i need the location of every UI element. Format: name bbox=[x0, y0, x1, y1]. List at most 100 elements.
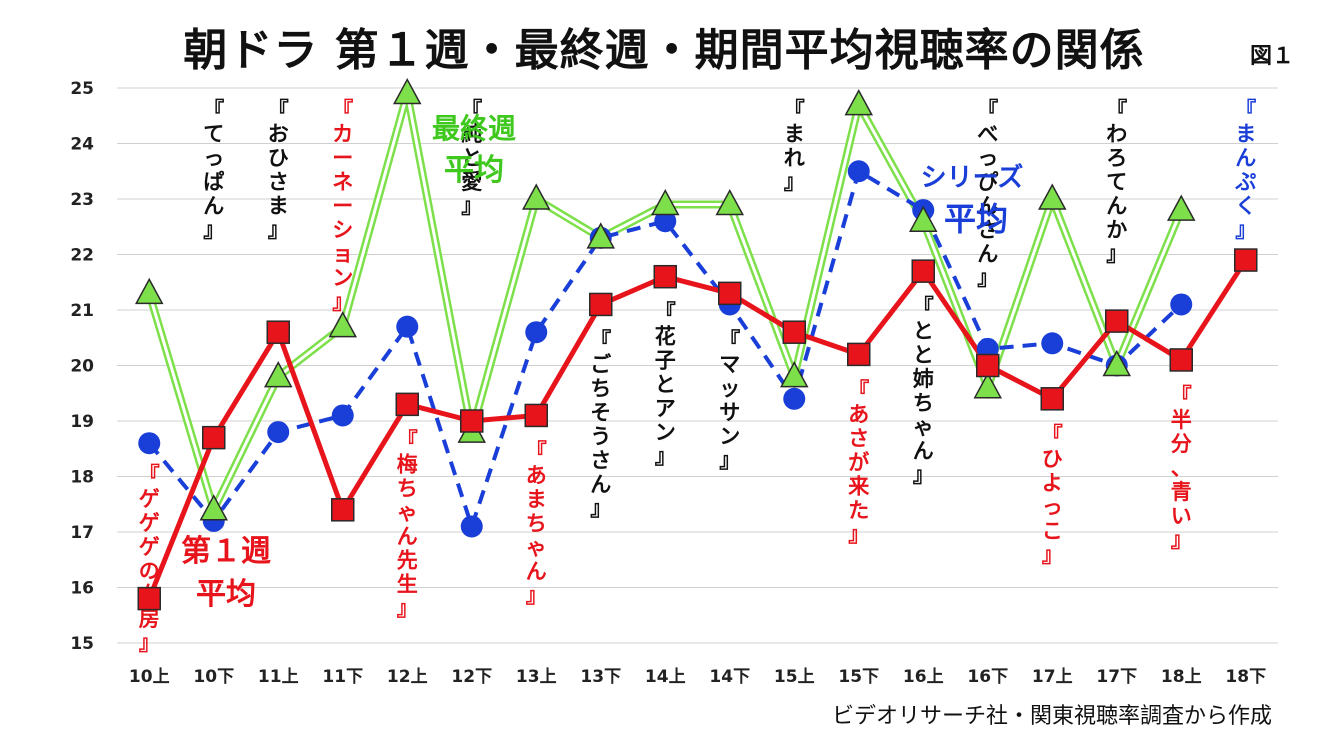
point-final-week bbox=[1102, 349, 1132, 377]
annotation-series-avg-1: シリーズ bbox=[921, 162, 1024, 193]
x-tick-label: 18下 bbox=[1225, 667, 1266, 687]
x-tick-label: 14下 bbox=[709, 667, 750, 687]
point-final-week bbox=[521, 183, 551, 210]
point-first-week bbox=[653, 264, 677, 289]
point-first-week bbox=[1040, 387, 1064, 411]
series-line-first-week bbox=[146, 258, 1248, 600]
point-series-avg bbox=[138, 432, 161, 455]
point-final-week bbox=[844, 89, 874, 116]
point-final-week bbox=[715, 188, 745, 216]
point-first-week bbox=[1169, 348, 1193, 372]
x-tick-label: 17下 bbox=[1096, 667, 1137, 687]
y-tick-label: 25 bbox=[70, 79, 94, 99]
x-tick-label: 15下 bbox=[838, 667, 879, 687]
point-final-week bbox=[392, 77, 422, 105]
x-tick-label: 17上 bbox=[1032, 667, 1073, 687]
y-tick-label: 22 bbox=[70, 246, 94, 266]
point-series-avg bbox=[1041, 332, 1064, 355]
drama-title: 『梅ちゃん先生』 bbox=[397, 428, 418, 620]
point-series-avg bbox=[331, 404, 354, 427]
point-first-week bbox=[331, 498, 355, 522]
y-tick-label: 21 bbox=[70, 301, 94, 321]
annotation-first-week-2: 平均 bbox=[196, 577, 256, 612]
point-series-avg bbox=[460, 515, 483, 538]
point-final-week bbox=[973, 372, 1003, 399]
point-series-avg bbox=[267, 421, 290, 444]
point-first-week bbox=[202, 425, 226, 450]
series-markers bbox=[134, 77, 1258, 611]
y-tick-label: 17 bbox=[70, 523, 94, 543]
annotation-series-avg-2: 平均 bbox=[944, 200, 1008, 238]
drama-title: 『あまちゃん』 bbox=[526, 439, 547, 607]
point-final-week bbox=[263, 361, 293, 388]
y-tick-label: 18 bbox=[70, 468, 94, 488]
x-tick-label: 16下 bbox=[967, 667, 1008, 687]
drama-title: 『ひよっこ』 bbox=[1042, 423, 1063, 567]
point-first-week bbox=[1234, 248, 1258, 272]
series-annotations: 第１週 平均 最終週 平均 シリーズ 平均 bbox=[181, 112, 1023, 612]
point-final-week bbox=[199, 494, 229, 521]
drama-title: 『てっぱん』 bbox=[203, 98, 224, 242]
series-line-series-avg bbox=[147, 168, 1183, 533]
y-tick-label: 16 bbox=[70, 579, 94, 599]
drama-title: 『ごちそうさん』 bbox=[590, 328, 611, 520]
drama-title: 『花子とアン』 bbox=[655, 301, 676, 469]
x-tick-label: 11上 bbox=[258, 667, 299, 687]
point-first-week bbox=[524, 403, 548, 428]
point-final-week bbox=[586, 222, 616, 249]
drama-title: 『とと姉ちゃん』 bbox=[913, 295, 934, 487]
point-first-week bbox=[460, 409, 484, 433]
drama-title: 『半分、青い』 bbox=[1171, 384, 1192, 552]
drama-titles: 『ゲゲゲの女房』 『てっぱん』 『おひさま』 『カーネーション』『梅ちゃん先生』 『純と… bbox=[139, 98, 1257, 655]
point-first-week bbox=[911, 259, 935, 283]
series-lines bbox=[145, 92, 1248, 600]
point-series-avg bbox=[525, 321, 548, 344]
x-tick-label: 14上 bbox=[645, 667, 686, 687]
x-tick-label: 10上 bbox=[129, 667, 170, 687]
point-first-week bbox=[976, 353, 1000, 378]
chart-title: 朝ドラ 第１週・最終週・期間平均視聴率の関係 bbox=[183, 25, 1145, 76]
source-note: ビデオリサーチ社・関東視聴率調査から作成 bbox=[831, 704, 1272, 729]
y-tick-label: 24 bbox=[70, 135, 94, 155]
x-tick-label: 11下 bbox=[322, 667, 363, 687]
x-tick-label: 10下 bbox=[193, 667, 234, 687]
point-series-avg bbox=[396, 315, 419, 338]
point-first-week bbox=[782, 320, 806, 344]
drama-title: 『カーネーション』 bbox=[332, 98, 353, 314]
point-first-week bbox=[395, 392, 419, 417]
annotation-final-week-1: 最終週 bbox=[432, 112, 516, 145]
y-tick-label: 23 bbox=[70, 190, 94, 210]
annotation-final-week-2: 平均 bbox=[444, 153, 504, 188]
point-first-week bbox=[589, 292, 613, 317]
y-tick-label: 15 bbox=[70, 634, 94, 654]
point-final-week bbox=[908, 205, 938, 232]
point-series-avg bbox=[1170, 293, 1193, 316]
drama-title: 『まれ』 bbox=[784, 98, 805, 194]
drama-title: 『あさが来た』 bbox=[848, 378, 870, 546]
drama-title: 『純と愛』 bbox=[461, 98, 482, 218]
point-series-avg bbox=[654, 210, 677, 233]
x-tick-label: 16上 bbox=[903, 667, 944, 687]
point-final-week bbox=[779, 361, 809, 388]
point-first-week bbox=[266, 320, 290, 344]
y-tick-label: 20 bbox=[70, 357, 94, 377]
point-series-avg bbox=[783, 387, 806, 410]
drama-title: 『おひさま』 bbox=[268, 98, 289, 242]
x-tick-label: 15上 bbox=[774, 667, 815, 687]
x-tick-label: 13上 bbox=[516, 667, 557, 687]
drama-title: 『ゲゲゲの女房』 bbox=[139, 463, 160, 655]
annotation-first-week-1: 第１週 bbox=[181, 534, 271, 569]
x-tick-label: 12上 bbox=[387, 667, 428, 687]
y-axis-ticks: 15 16 17 18 19 20 21 22 23 24 25 bbox=[70, 79, 94, 654]
point-final-week bbox=[328, 311, 358, 338]
point-final-week bbox=[650, 188, 680, 216]
drama-title: 『まんぷく』 bbox=[1234, 98, 1256, 242]
point-final-week bbox=[1037, 183, 1067, 210]
point-series-avg bbox=[847, 160, 870, 183]
y-tick-label: 19 bbox=[70, 412, 94, 432]
figure-label: 図１ bbox=[1250, 44, 1295, 69]
x-tick-label: 18上 bbox=[1161, 667, 1202, 687]
point-first-week bbox=[1105, 309, 1129, 333]
drama-title: 『わろてんか』 bbox=[1106, 98, 1127, 266]
